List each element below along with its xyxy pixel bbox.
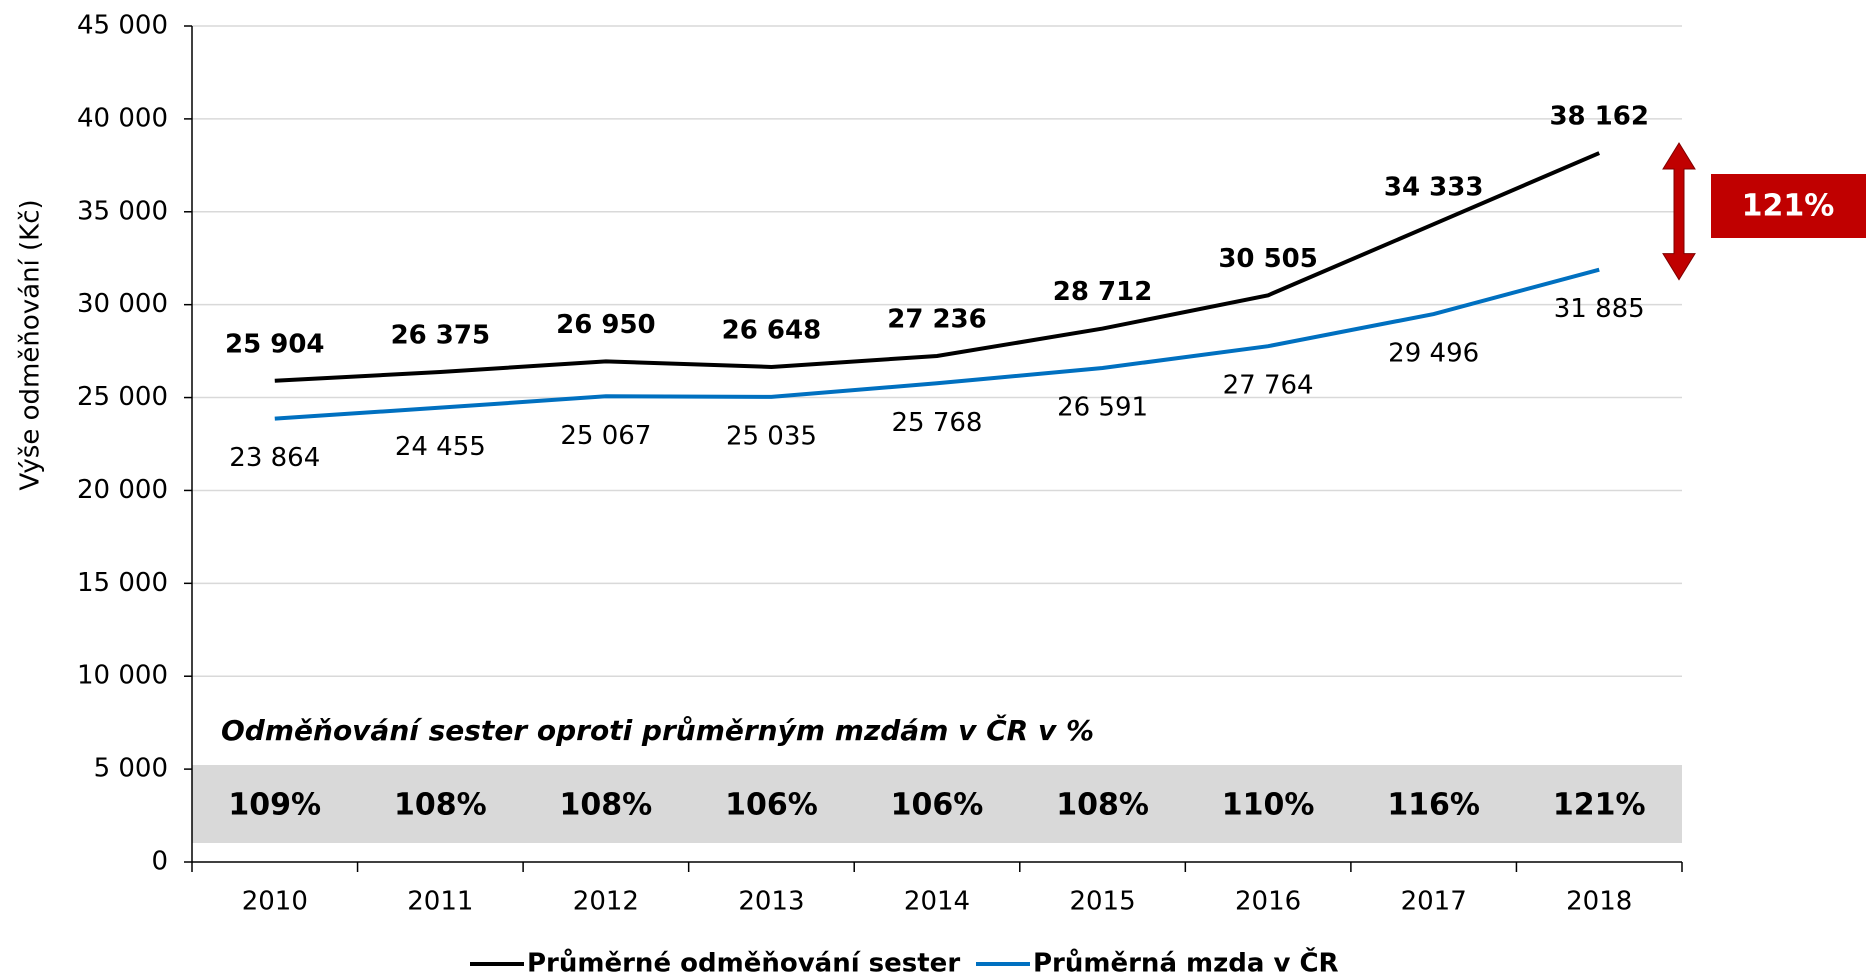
legend-label: Průměrné odměňování sester xyxy=(527,948,960,978)
y-tick-label: 15 000 xyxy=(77,568,168,598)
y-tick-label: 0 xyxy=(151,847,168,877)
x-tick-label: 2015 xyxy=(1069,887,1135,917)
data-label: 27 764 xyxy=(1223,371,1314,401)
data-label: 28 712 xyxy=(1053,277,1153,307)
annotation-box xyxy=(1711,174,1866,238)
data-label: 26 648 xyxy=(722,315,822,345)
y-tick-label: 40 000 xyxy=(77,103,168,133)
y-tick-label: 45 000 xyxy=(77,11,168,41)
data-label: 25 768 xyxy=(892,408,983,438)
x-tick-label: 2014 xyxy=(904,887,970,917)
data-label: 27 236 xyxy=(887,305,987,335)
legend-label: Průměrná mzda v ČR xyxy=(1033,947,1339,978)
x-tick-label: 2017 xyxy=(1401,887,1467,917)
x-tick-label: 2018 xyxy=(1566,887,1632,917)
ratio-label: 110% xyxy=(1222,788,1315,823)
annotation: 121% xyxy=(1742,189,1835,224)
ratio-label: 109% xyxy=(228,788,321,823)
x-tick-label: 2011 xyxy=(407,887,473,917)
x-tick-label: 2016 xyxy=(1235,887,1301,917)
series-line xyxy=(274,151,1601,383)
y-axis-label: Výše odměňování (Kč) xyxy=(16,199,46,490)
ratio-label: 121% xyxy=(1553,788,1646,823)
y-tick-label: 10 000 xyxy=(77,661,168,691)
data-label: 30 505 xyxy=(1218,244,1318,274)
ratio-label: 106% xyxy=(891,788,984,823)
ratio-label: 116% xyxy=(1387,788,1480,823)
data-label: 23 864 xyxy=(229,443,320,473)
ratio-label: 108% xyxy=(394,788,487,823)
data-label: 26 375 xyxy=(391,321,491,351)
series-line xyxy=(274,267,1600,421)
data-label: 26 950 xyxy=(556,310,656,340)
ratio-label: 108% xyxy=(560,788,653,823)
ratio-band xyxy=(192,765,1682,843)
y-tick-label: 25 000 xyxy=(77,382,168,412)
x-tick-label: 2013 xyxy=(738,887,804,917)
ratio-label: 106% xyxy=(725,788,818,823)
data-label: 25 904 xyxy=(225,329,325,359)
x-tick-label: 2010 xyxy=(242,887,308,917)
data-label: 34 333 xyxy=(1384,173,1484,203)
data-label: 26 591 xyxy=(1057,392,1148,422)
data-label: 25 067 xyxy=(560,421,651,451)
y-tick-label: 30 000 xyxy=(77,289,168,319)
data-label: 25 035 xyxy=(726,421,817,451)
data-label: 24 455 xyxy=(395,432,486,462)
y-tick-label: 20 000 xyxy=(77,475,168,505)
y-tick-label: 5 000 xyxy=(94,754,168,784)
data-label: 29 496 xyxy=(1388,339,1479,369)
x-tick-label: 2012 xyxy=(573,887,639,917)
ratio-label: 108% xyxy=(1056,788,1149,823)
annotation-arrow xyxy=(1662,142,1696,281)
data-label: 38 162 xyxy=(1549,102,1649,132)
ratio-title: Odměňování sester oproti průměrným mzdám… xyxy=(221,713,1094,747)
y-tick-label: 35 000 xyxy=(77,196,168,226)
data-label: 31 885 xyxy=(1554,294,1645,324)
